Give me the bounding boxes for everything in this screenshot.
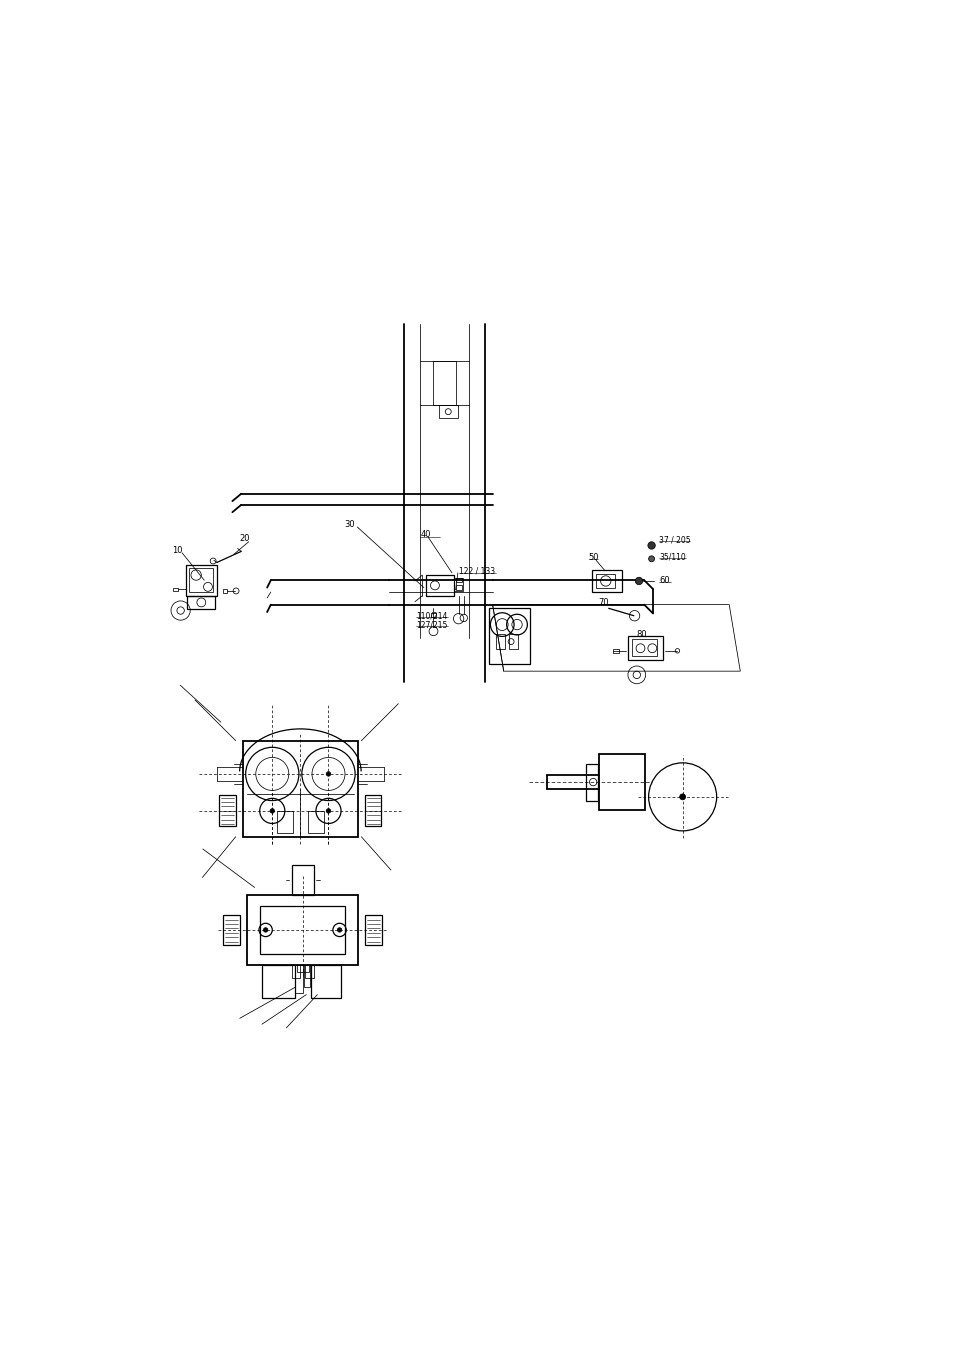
Text: 37 / 205: 37 / 205 [659,535,690,544]
Circle shape [647,542,655,549]
Bar [456,578,461,582]
Bar [627,636,662,661]
Bar [308,811,324,834]
Text: 50: 50 [588,553,598,562]
Bar [187,596,215,609]
Bar [276,811,293,834]
Bar [488,608,529,663]
Bar [456,585,461,590]
Bar [186,565,216,596]
Circle shape [263,928,268,932]
Text: 35/110: 35/110 [659,553,685,561]
Bar [292,865,314,894]
Text: 60: 60 [659,576,669,585]
Bar [243,740,357,836]
Bar [222,589,227,593]
Circle shape [635,577,642,585]
Circle shape [679,794,685,800]
Bar [426,576,454,596]
Bar [631,639,657,657]
Text: 40: 40 [419,530,430,539]
Text: 70: 70 [598,598,608,607]
Text: 30: 30 [344,520,355,528]
Bar [598,754,644,809]
Circle shape [326,771,331,777]
Bar [496,634,505,648]
Bar [296,965,308,973]
Bar [365,915,381,944]
Bar [439,405,457,419]
Bar [223,915,239,944]
Text: 10: 10 [172,546,183,555]
Bar [305,965,314,978]
Bar [592,570,621,592]
Bar [613,648,618,653]
Bar [262,965,294,998]
Circle shape [326,809,331,813]
Bar [173,588,177,592]
Bar [247,894,357,965]
Text: 20: 20 [239,535,250,543]
Bar [311,965,341,998]
Bar [454,578,462,592]
Bar [430,613,436,617]
Circle shape [337,928,341,932]
Text: 110/214: 110/214 [416,611,447,620]
Circle shape [648,555,654,562]
Bar [260,907,344,954]
Bar [190,569,213,592]
Bar [365,796,381,827]
Bar [294,965,302,993]
Bar [508,634,517,648]
Bar [596,574,614,588]
Bar [304,965,310,988]
Text: 122 / 133: 122 / 133 [459,567,495,576]
Bar [292,965,300,978]
Text: 127/215: 127/215 [416,620,447,630]
Text: 80: 80 [637,630,647,639]
Bar [219,796,235,827]
Circle shape [270,809,274,813]
Bar [585,763,597,801]
